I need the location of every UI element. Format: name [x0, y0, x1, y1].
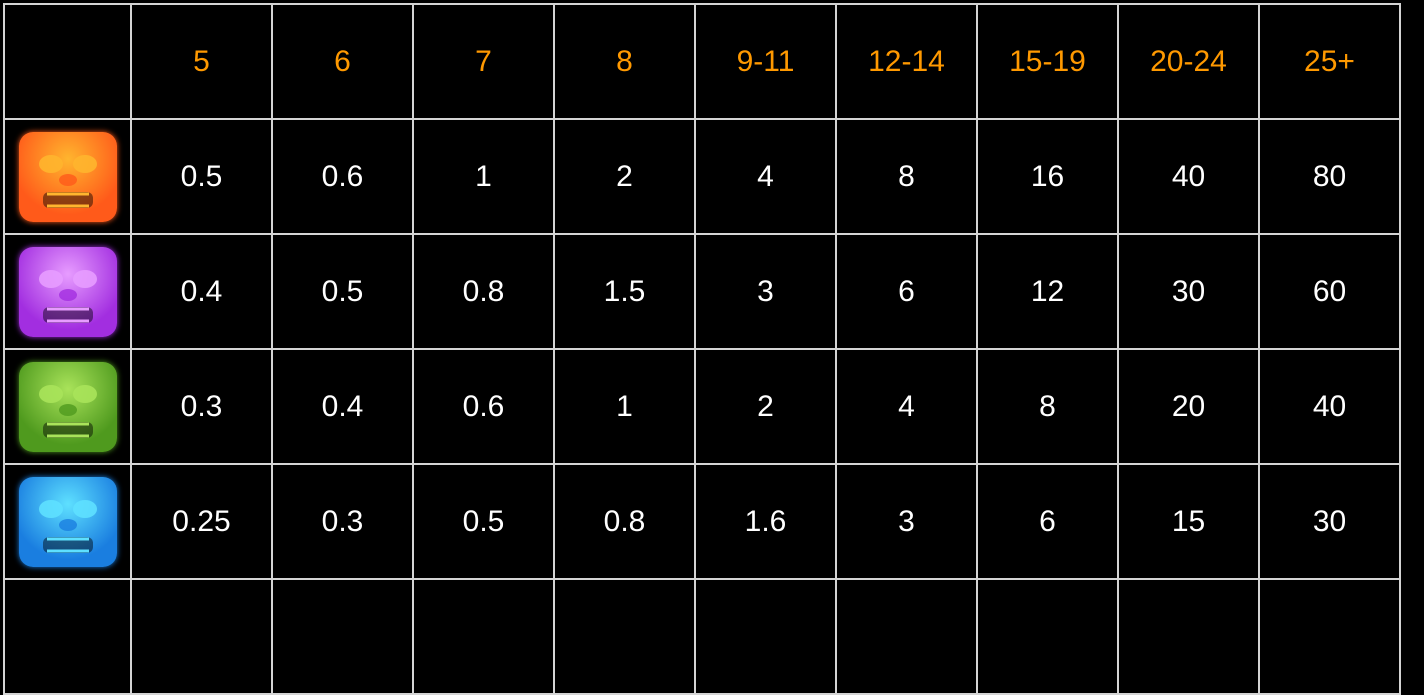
- payout-cell: 0.5: [271, 233, 414, 350]
- payout-cell: 0.3: [271, 463, 414, 580]
- symbol-cell: [3, 463, 132, 580]
- empty-cell: [694, 578, 837, 695]
- payout-cell: 8: [835, 118, 978, 235]
- payout-cell: 6: [976, 463, 1119, 580]
- payout-cell: 1.5: [553, 233, 696, 350]
- payout-cell: 40: [1117, 118, 1260, 235]
- header-cell: 5: [130, 3, 273, 120]
- payout-cell: 0.8: [412, 233, 555, 350]
- payout-cell: 15: [1117, 463, 1260, 580]
- table-row: 0.3 0.4 0.6 1 2 4 8 20 40: [3, 348, 1401, 465]
- header-cell: 7: [412, 3, 555, 120]
- payout-cell: 0.4: [130, 233, 273, 350]
- payout-cell: 0.5: [130, 118, 273, 235]
- header-cell: 15-19: [976, 3, 1119, 120]
- payout-cell: 3: [694, 233, 837, 350]
- payout-cell: 2: [694, 348, 837, 465]
- symbol-cell: [3, 348, 132, 465]
- empty-cell: [1117, 578, 1260, 695]
- payout-cell: 4: [694, 118, 837, 235]
- payout-cell: 0.3: [130, 348, 273, 465]
- payout-cell: 0.6: [271, 118, 414, 235]
- payout-cell: 0.6: [412, 348, 555, 465]
- header-cell: 8: [553, 3, 696, 120]
- payout-cell: 0.25: [130, 463, 273, 580]
- payout-cell: 0.4: [271, 348, 414, 465]
- purple-tiki-mask-icon: [18, 246, 117, 337]
- payout-cell: 1: [553, 348, 696, 465]
- empty-cell: [553, 578, 696, 695]
- payout-cell: 1: [412, 118, 555, 235]
- empty-cell: [1258, 578, 1401, 695]
- payout-cell: 30: [1258, 463, 1401, 580]
- payout-cell: 16: [976, 118, 1119, 235]
- payout-cell: 2: [553, 118, 696, 235]
- blue-bird-mask-icon: [18, 476, 117, 567]
- payout-cell: 30: [1117, 233, 1260, 350]
- header-cell: 25+: [1258, 3, 1401, 120]
- payout-cell: 8: [976, 348, 1119, 465]
- green-frog-mask-icon: [18, 361, 117, 452]
- payout-cell: 3: [835, 463, 978, 580]
- table-row-partial: [3, 578, 1401, 695]
- header-cell: 9-11: [694, 3, 837, 120]
- paytable: 5 6 7 8 9-11 12-14 15-19 20-24 25+ 0.5 0.6 1 2 4 8 16 4…: [3, 3, 1401, 695]
- empty-cell: [976, 578, 1119, 695]
- payout-cell: 80: [1258, 118, 1401, 235]
- payout-cell: 4: [835, 348, 978, 465]
- symbol-cell: [3, 233, 132, 350]
- payout-cell: 0.8: [553, 463, 696, 580]
- symbol-cell: [3, 118, 132, 235]
- header-cell: 12-14: [835, 3, 978, 120]
- empty-cell: [130, 578, 273, 695]
- empty-cell: [3, 578, 132, 695]
- payout-cell: 12: [976, 233, 1119, 350]
- header-corner-cell: [3, 3, 132, 120]
- payout-cell: 1.6: [694, 463, 837, 580]
- empty-cell: [835, 578, 978, 695]
- payout-cell: 0.5: [412, 463, 555, 580]
- payout-cell: 6: [835, 233, 978, 350]
- table-row: 0.25 0.3 0.5 0.8 1.6 3 6 15 30: [3, 463, 1401, 580]
- payout-cell: 40: [1258, 348, 1401, 465]
- payout-cell: 20: [1117, 348, 1260, 465]
- header-row: 5 6 7 8 9-11 12-14 15-19 20-24 25+: [3, 3, 1401, 120]
- header-cell: 20-24: [1117, 3, 1260, 120]
- payout-cell: 60: [1258, 233, 1401, 350]
- header-cell: 6: [271, 3, 414, 120]
- table-row: 0.4 0.5 0.8 1.5 3 6 12 30 60: [3, 233, 1401, 350]
- table-row: 0.5 0.6 1 2 4 8 16 40 80: [3, 118, 1401, 235]
- red-lion-mask-icon: [18, 131, 117, 222]
- empty-cell: [271, 578, 414, 695]
- empty-cell: [412, 578, 555, 695]
